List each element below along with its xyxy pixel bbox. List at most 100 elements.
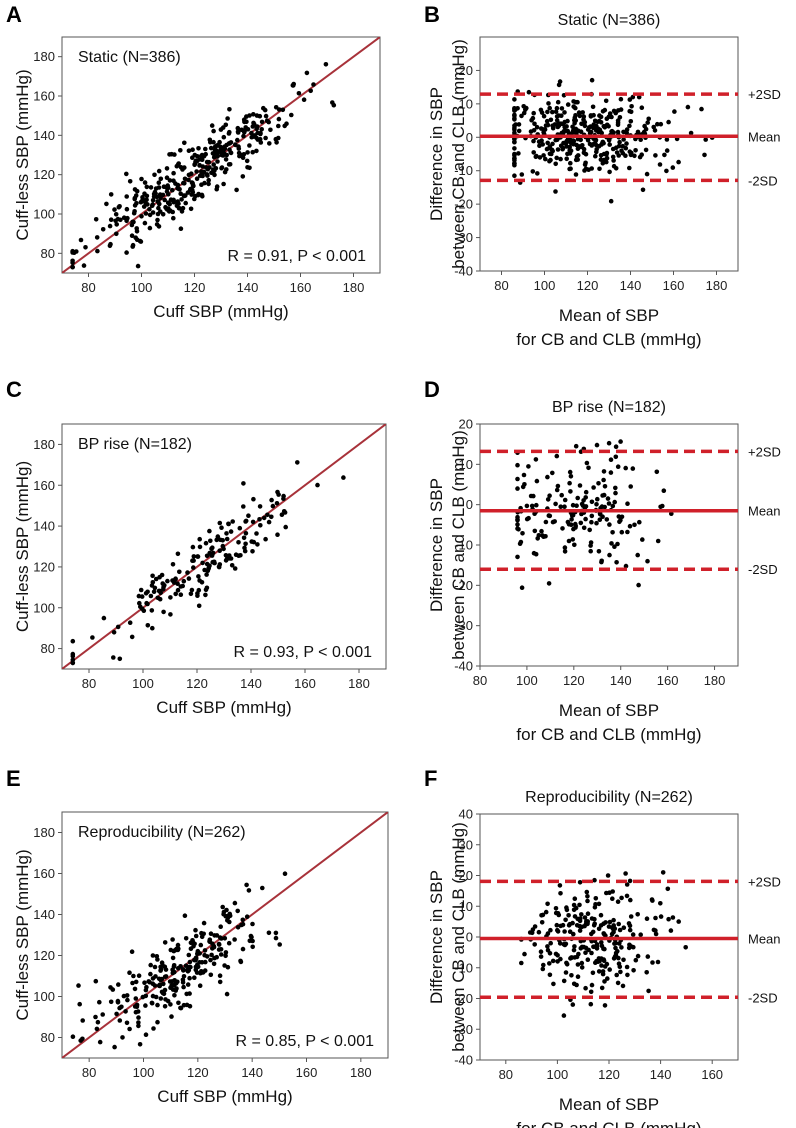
data-point <box>195 948 201 954</box>
data-point <box>584 889 590 895</box>
data-point <box>575 495 580 501</box>
x-tick-label: 140 <box>237 280 259 295</box>
data-point <box>556 123 562 128</box>
data-point <box>624 141 629 146</box>
data-point <box>558 956 563 962</box>
data-point <box>160 581 165 586</box>
data-point <box>644 171 650 177</box>
data-point <box>168 612 173 617</box>
data-point <box>217 973 223 978</box>
data-point <box>236 540 241 545</box>
panel-e: E 80 100 120 140 160 180 80 100 120 140 160 180 Repro… <box>6 766 389 1106</box>
data-point <box>245 150 250 155</box>
data-point <box>269 497 274 503</box>
data-point <box>208 538 213 544</box>
data-point <box>124 1020 130 1026</box>
data-point <box>97 999 102 1005</box>
data-point <box>235 908 240 914</box>
correlation-annotation: R = 0.85, P < 0.001 <box>236 1033 375 1050</box>
data-point <box>553 109 559 114</box>
data-point <box>190 544 196 550</box>
y-tick-label: 10 <box>459 96 473 111</box>
data-point <box>603 920 608 925</box>
data-point <box>531 138 536 144</box>
data-point <box>630 466 636 471</box>
x-axis-label: Cuff SBP (mmHg) <box>156 698 291 717</box>
data-point <box>162 987 168 993</box>
data-point <box>95 1019 101 1025</box>
data-point <box>188 946 194 951</box>
data-point <box>257 136 263 142</box>
data-point <box>539 110 545 115</box>
data-point <box>133 1009 139 1015</box>
data-point <box>191 565 196 570</box>
data-point <box>579 965 585 970</box>
data-point <box>180 205 186 211</box>
data-point <box>156 180 162 185</box>
data-point <box>606 501 612 506</box>
x-axis-label: Cuff SBP (mmHg) <box>157 1087 292 1106</box>
data-point <box>635 953 641 959</box>
data-point <box>209 123 215 128</box>
data-point <box>601 958 607 964</box>
data-point <box>180 977 186 983</box>
data-point <box>555 483 561 489</box>
data-point <box>537 155 543 160</box>
data-point <box>70 264 75 270</box>
data-point <box>657 162 663 167</box>
data-point <box>546 101 551 106</box>
data-point <box>559 113 564 118</box>
y-axis-label-line: Difference in SBP <box>427 478 446 612</box>
data-point <box>645 954 651 959</box>
data-point <box>571 947 577 953</box>
data-point <box>177 206 182 211</box>
data-point <box>594 944 600 949</box>
y-axis-label-line: between CB and CLB (mmHg) <box>449 430 468 660</box>
data-point <box>608 470 614 475</box>
data-point <box>651 124 656 130</box>
data-point <box>512 173 517 178</box>
data-point <box>560 526 565 531</box>
data-point <box>629 150 634 156</box>
data-point <box>254 126 259 132</box>
data-point <box>145 589 150 595</box>
data-point <box>547 158 552 164</box>
data-point <box>76 983 81 988</box>
data-point <box>610 926 616 932</box>
data-point <box>616 961 622 966</box>
data-point <box>613 945 618 951</box>
data-point <box>564 124 569 129</box>
data-point <box>572 115 578 121</box>
reference-line-label: Mean <box>748 129 781 144</box>
data-point <box>533 457 539 462</box>
data-point <box>192 957 197 963</box>
data-point <box>263 113 269 119</box>
x-axis-label: Cuff SBP (mmHg) <box>153 302 288 321</box>
data-point <box>586 947 591 953</box>
data-point <box>548 117 554 123</box>
data-point <box>93 217 99 222</box>
data-point <box>186 576 192 581</box>
x-tick-label: 160 <box>657 673 679 688</box>
data-point <box>182 140 187 146</box>
data-point <box>182 193 187 199</box>
data-point <box>268 127 273 133</box>
data-point <box>610 503 616 509</box>
data-point <box>614 560 619 565</box>
data-point <box>112 1044 117 1050</box>
data-point <box>226 131 232 136</box>
data-point <box>605 496 611 501</box>
data-point <box>117 656 123 662</box>
data-point <box>596 969 602 974</box>
data-point <box>220 543 226 549</box>
data-point <box>602 107 608 113</box>
data-point <box>604 517 610 522</box>
data-point <box>535 171 540 176</box>
data-point <box>572 121 577 126</box>
data-point <box>575 157 580 162</box>
data-point <box>113 212 119 217</box>
data-point <box>541 962 546 968</box>
data-point <box>558 156 563 162</box>
data-point <box>529 503 535 509</box>
data-point <box>621 129 626 135</box>
